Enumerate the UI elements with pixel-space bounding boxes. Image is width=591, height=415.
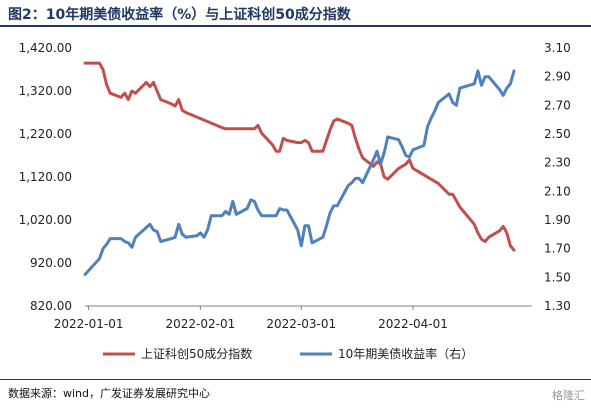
right-axis-tick-label: 1.30 [544, 299, 571, 313]
left-axis-tick-label: 1,220.00 [19, 127, 72, 141]
right-axis-tick-label: 1.50 [544, 270, 571, 284]
series-line-us10y-yield [83, 69, 516, 276]
right-axis-tick-label: 1.90 [544, 213, 571, 227]
right-axis-tick-label: 2.30 [544, 156, 571, 170]
x-axis-tick-label: 2022-02-01 [165, 317, 235, 331]
legend-label: 10年期美债收益率（右） [338, 346, 473, 361]
left-axis-tick-label: 820.00 [30, 299, 72, 313]
right-axis-tick-label: 1.70 [544, 242, 571, 256]
page-title: 图2：10年期美债收益率（%）与上证科创50成分指数 [8, 7, 351, 23]
right-axis-tick-label: 2.10 [544, 184, 571, 198]
x-axis-tick-label: 2022-03-01 [266, 317, 336, 331]
dual-axis-line-chart: 1,420.00 1,320.00 1,220.00 1,120.00 1,020.00… [19, 41, 571, 361]
left-axis-tick-label: 920.00 [30, 256, 72, 270]
source-note: 数据来源：wind，广发证券发展研究中心 [8, 387, 211, 400]
left-axis-tick-label: 1,420.00 [19, 41, 72, 55]
right-axis-tick-label: 2.70 [544, 98, 571, 112]
right-axis-tick-label: 3.10 [544, 41, 571, 55]
title-divider [0, 25, 591, 27]
right-axis-tick-label: 2.90 [544, 70, 571, 84]
left-axis-tick-label: 1,320.00 [19, 84, 72, 98]
series-line-star50-index [83, 61, 516, 252]
x-axis-tick-label: 2022-04-01 [378, 317, 448, 331]
right-axis-tick-label: 2.50 [544, 127, 571, 141]
left-axis-tick-label: 1,120.00 [19, 170, 72, 184]
legend-label: 上证科创50成分指数 [141, 346, 252, 361]
axes-layer: 1,420.00 1,320.00 1,220.00 1,120.00 1,020.00… [19, 41, 571, 331]
series-layer [83, 61, 516, 276]
source-divider [0, 379, 591, 380]
watermark-logo: 格隆汇 [552, 389, 585, 402]
x-axis-tick-label: 2022-01-01 [54, 317, 124, 331]
left-axis-tick-label: 1,020.00 [19, 213, 72, 227]
legend: 上证科创50成分指数 10年期美债收益率（右） [103, 346, 473, 361]
